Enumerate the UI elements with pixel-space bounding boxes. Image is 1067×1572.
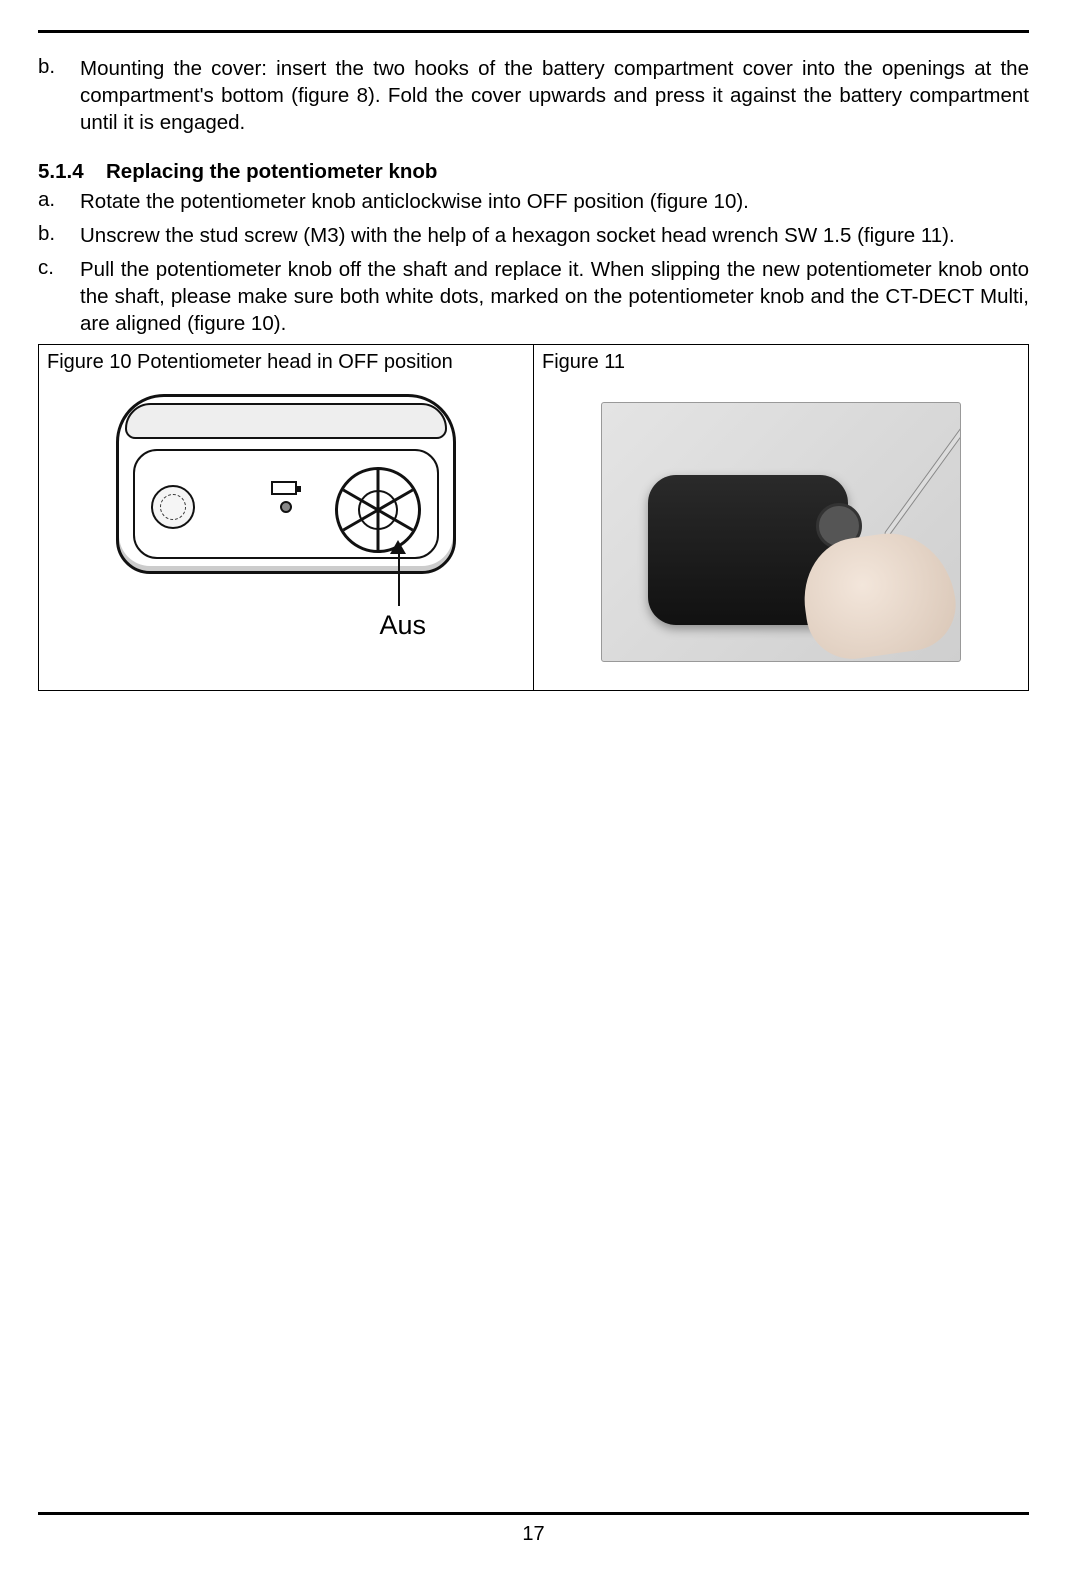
photo-placeholder-icon <box>601 402 961 662</box>
figure-cell-left: Figure 10 Potentiometer head in OFF posi… <box>39 345 534 691</box>
device-lip-icon <box>125 403 447 439</box>
figure10-caption: Figure 10 Potentiometer head in OFF posi… <box>47 351 525 374</box>
step-marker: c. <box>38 256 80 337</box>
page-number: 17 <box>38 1523 1029 1546</box>
pointer-arrow-icon <box>390 540 406 554</box>
section-heading: 5.1.4 Replacing the potentiometer knob <box>38 160 1029 184</box>
figure-cell-right: Figure 11 <box>534 345 1029 691</box>
intro-marker: b. <box>38 55 80 136</box>
step-a: a. Rotate the potentiometer knob anticlo… <box>38 188 1029 215</box>
page-footer: 17 <box>38 1512 1029 1546</box>
step-marker: b. <box>38 222 80 249</box>
step-b: b. Unscrew the stud screw (M3) with the … <box>38 222 1029 249</box>
battery-icon <box>271 481 297 495</box>
figure10-illustration: Aus <box>47 382 525 662</box>
top-rule <box>38 30 1029 33</box>
potentiometer-knob-icon <box>335 467 421 553</box>
knob-spoke-icon <box>377 510 380 550</box>
pointer-line-icon <box>398 554 400 606</box>
section-number: 5.1.4 <box>38 160 106 184</box>
figure-table: Figure 10 Potentiometer head in OFF posi… <box>38 344 1029 691</box>
aus-label: Aus <box>379 610 426 641</box>
footer-rule <box>38 1512 1029 1515</box>
intro-text: Mounting the cover: insert the two hooks… <box>80 55 1029 136</box>
knob-spoke-icon <box>377 470 380 510</box>
figure11-caption: Figure 11 <box>542 351 1020 374</box>
hex-wrench-icon <box>883 421 961 538</box>
step-text: Pull the potentiometer knob off the shaf… <box>80 256 1029 337</box>
figure11-photo <box>542 382 1020 662</box>
step-text: Rotate the potentiometer knob anticlockw… <box>80 188 1029 215</box>
step-c: c. Pull the potentiometer knob off the s… <box>38 256 1029 337</box>
section-title: Replacing the potentiometer knob <box>106 160 437 184</box>
intro-item-b: b. Mounting the cover: insert the two ho… <box>38 55 1029 136</box>
step-marker: a. <box>38 188 80 215</box>
step-text: Unscrew the stud screw (M3) with the hel… <box>80 222 1029 249</box>
